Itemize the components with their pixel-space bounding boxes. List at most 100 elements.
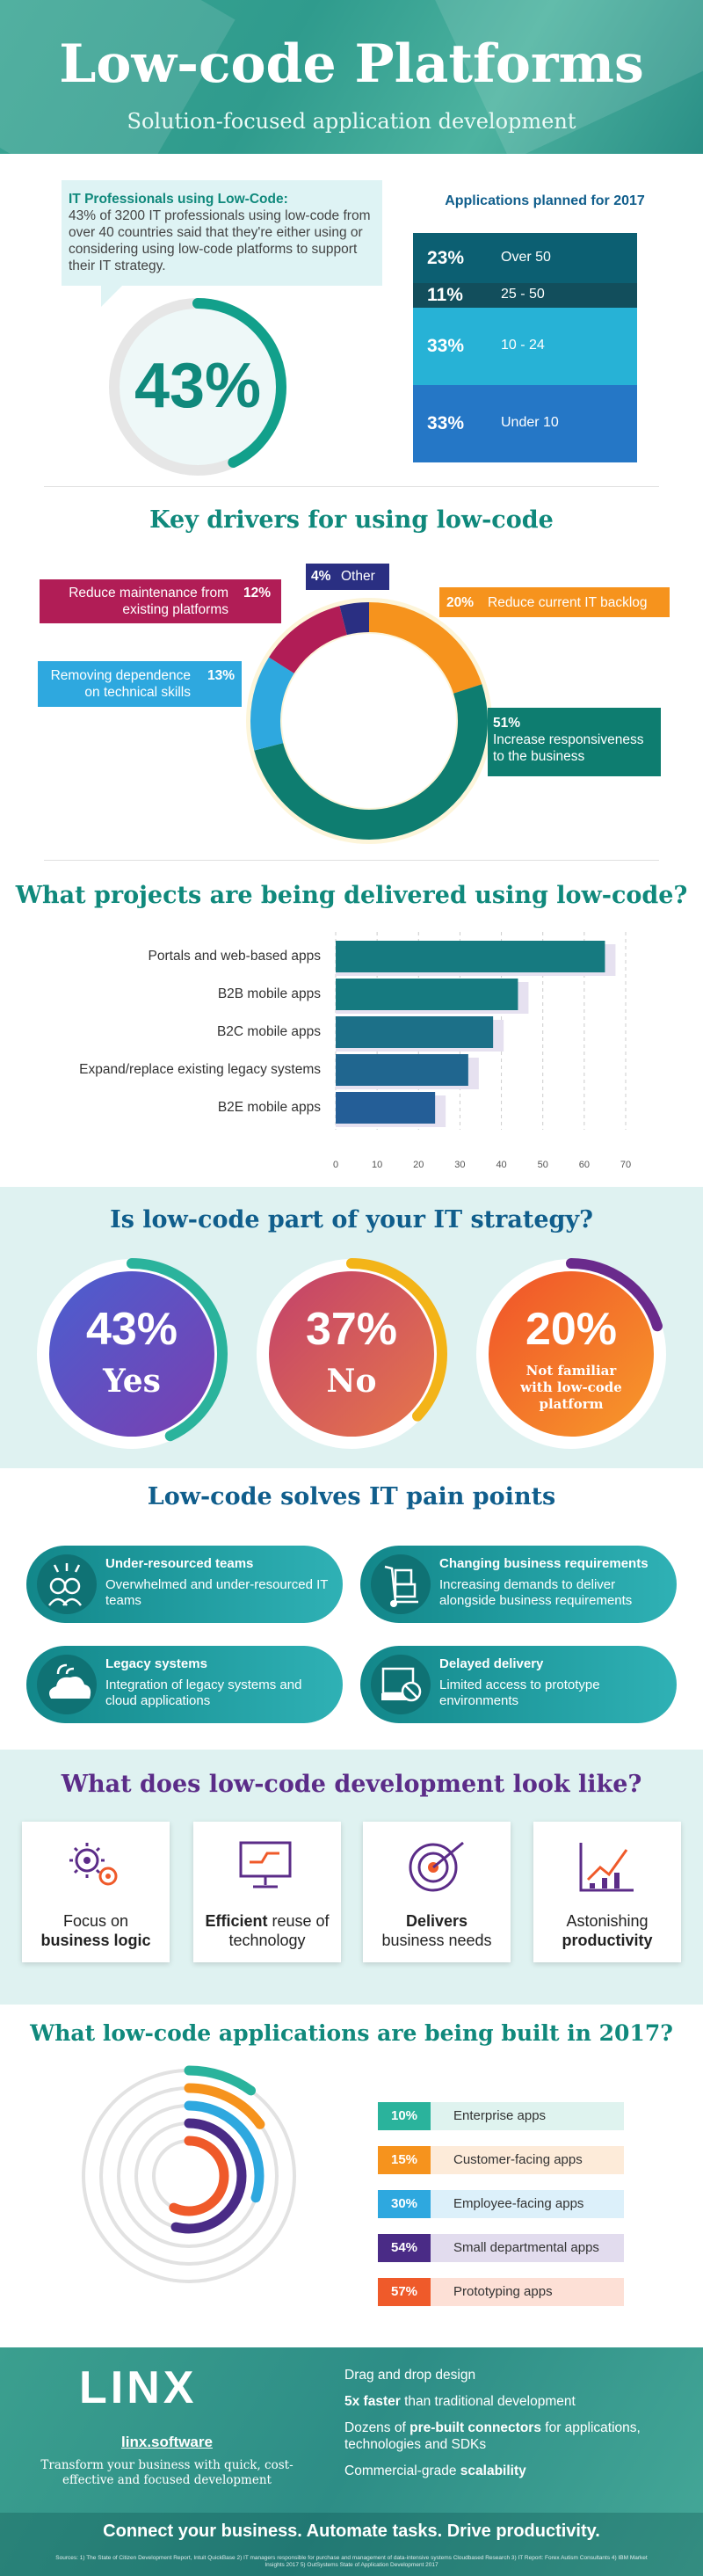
built-label: Prototyping apps xyxy=(431,2278,624,2306)
bar-category-label: B2B mobile apps xyxy=(217,986,321,1001)
pain-legacy-systems: Legacy systems Integration of legacy sys… xyxy=(26,1646,343,1723)
x-tick-label: 60 xyxy=(579,1160,590,1170)
strategy-circle xyxy=(489,1271,654,1437)
donut-slice xyxy=(254,684,488,840)
x-tick-label: 40 xyxy=(496,1160,506,1170)
driver-pct: 12% xyxy=(243,586,272,600)
card-line-2: reuse of technology xyxy=(228,1912,330,1949)
strategy-unfamiliar-pct: 20% xyxy=(525,1304,618,1355)
callout-tail xyxy=(101,286,122,307)
built-pct: 15% xyxy=(378,2146,431,2174)
card-line-2: productivity xyxy=(562,1932,653,1949)
card-text: Astonishing productivity xyxy=(533,1911,681,1950)
driver-other: 4% Other xyxy=(306,564,389,590)
bar xyxy=(336,1092,436,1124)
built-row: 15% Customer-facing apps xyxy=(378,2146,624,2174)
x-tick-label: 50 xyxy=(538,1160,548,1170)
apps-row: 23% Over 50 xyxy=(413,233,637,283)
built-label: Customer-facing apps xyxy=(431,2146,624,2174)
driver-backlog: 20% Reduce current IT backlog xyxy=(439,587,670,617)
apps-row-label: Over 50 xyxy=(501,249,551,265)
apps-row-label: 25 - 50 xyxy=(501,287,545,302)
pain-item-title: Under-resourced teams xyxy=(105,1556,254,1571)
page-subtitle: Solution-focused application development xyxy=(127,109,576,134)
pain-item-desc: Increasing demands to deliver alongside … xyxy=(439,1577,633,1608)
built-pct: 30% xyxy=(378,2190,431,2218)
built-label: Enterprise apps xyxy=(431,2102,624,2130)
built-rings-chart xyxy=(78,2065,300,2287)
apps-row-pct: 23% xyxy=(427,247,465,268)
bar-category-label: B2E mobile apps xyxy=(217,1100,321,1115)
built-label: Employee-facing apps xyxy=(431,2190,624,2218)
it-pros-text: 43% of 3200 IT professionals using low-c… xyxy=(69,208,371,273)
donut-slice xyxy=(269,606,348,674)
feature-item: 5x faster than traditional development xyxy=(344,2394,576,2409)
look-section: What does low-code development look like… xyxy=(0,1750,703,2005)
pain-item-desc: Limited access to prototype environments xyxy=(439,1677,600,1708)
it-pros-gauge: 43% xyxy=(109,298,286,476)
bar-category-label: B2C mobile apps xyxy=(216,1024,321,1039)
pain-item-desc: Overwhelmed and under-resourced IT teams xyxy=(105,1577,329,1608)
strategy-ring xyxy=(256,1258,447,1450)
driver-label: Removing dependence on technical skills xyxy=(50,668,191,700)
strategy-circle xyxy=(269,1271,434,1437)
apps-row: 33% Under 10 xyxy=(413,385,637,462)
pain-delayed-delivery: Delayed delivery Limited access to proto… xyxy=(360,1646,677,1723)
apps-row: 33% 10 - 24 xyxy=(413,308,637,385)
card-line-1: Delivers xyxy=(405,1912,468,1930)
driver-pct: 4% xyxy=(311,569,331,584)
footer-sources: Sources: 1) The State of Citizen Develop… xyxy=(55,2555,648,2568)
pain-title: Low-code solves IT pain points xyxy=(147,1483,556,1510)
it-pros-callout: IT Professionals using Low-Code: 43% of … xyxy=(62,180,382,286)
driver-pct: 20% xyxy=(446,595,475,610)
apps-row: 11% 25 - 50 xyxy=(413,283,637,308)
strategy-ring xyxy=(475,1258,667,1450)
built-pct: 57% xyxy=(378,2278,431,2306)
slogan-bar: Connect your business. Automate tasks. D… xyxy=(0,2513,703,2576)
driver-maintenance: Reduce maintenance from existing platfor… xyxy=(40,579,281,623)
pain-item-title: Legacy systems xyxy=(105,1656,207,1671)
pain-item-title: Changing business requirements xyxy=(439,1556,649,1571)
apps-row-label: 10 - 24 xyxy=(501,338,545,353)
card-text: Delivers business needs xyxy=(363,1911,511,1950)
target-icon xyxy=(409,1841,464,1892)
projects-title: What projects are being delivered using … xyxy=(15,882,688,909)
bar-category-label: Portals and web-based apps xyxy=(148,949,321,964)
site-link[interactable]: linx.software xyxy=(121,2434,213,2450)
gears-icon xyxy=(69,1843,118,1886)
driver-label: Reduce maintenance from existing platfor… xyxy=(69,586,228,617)
apps-row-label: Under 10 xyxy=(501,415,559,430)
strategy-title: Is low-code part of your IT strategy? xyxy=(110,1206,593,1233)
card-text: Efficient reuse of technology xyxy=(193,1911,341,1950)
driver-label: Reduce current IT backlog xyxy=(488,595,648,610)
strategy-no-pct: 37% xyxy=(305,1304,398,1355)
footer-slogan: Connect your business. Automate tasks. D… xyxy=(103,2521,600,2541)
bar xyxy=(336,979,518,1010)
driver-label: Increase responsiveness to the business xyxy=(493,732,644,764)
ring-arc xyxy=(78,2065,300,2287)
drivers-donut xyxy=(246,598,492,844)
built-row: 10% Enterprise apps xyxy=(378,2102,624,2130)
built-row: 54% Small departmental apps xyxy=(378,2234,624,2262)
x-tick-label: 70 xyxy=(620,1160,631,1170)
card-line-2: business logic xyxy=(40,1932,151,1949)
card-efficient-reuse: Efficient reuse of technology xyxy=(193,1822,341,1962)
card-productivity: Astonishing productivity xyxy=(533,1822,681,1962)
x-tick-label: 30 xyxy=(454,1160,465,1170)
card-business-logic: Focus on business logic xyxy=(22,1822,170,1962)
strategy-circles xyxy=(36,1258,667,1450)
driver-responsiveness: 51% Increase responsiveness to the busin… xyxy=(488,708,661,776)
footer: LINX linx.software Transform your busine… xyxy=(0,2347,703,2576)
card-text: Focus on business logic xyxy=(22,1911,170,1950)
pain-under-resourced: Under-resourced teams Overwhelmed and un… xyxy=(26,1546,343,1623)
feature-item: Commercial-grade scalability xyxy=(344,2463,526,2478)
ring-arc xyxy=(113,2100,265,2252)
it-pros-heading: IT Professionals using Low-Code: xyxy=(69,192,288,207)
strategy-ring xyxy=(36,1258,228,1450)
linx-logo: LINX xyxy=(79,2362,198,2413)
card-delivers-needs: Delivers business needs xyxy=(363,1822,511,1962)
bar xyxy=(336,1016,494,1048)
bar xyxy=(336,941,605,972)
strategy-yes-label: Yes xyxy=(103,1363,161,1400)
built-pct: 10% xyxy=(378,2102,431,2130)
